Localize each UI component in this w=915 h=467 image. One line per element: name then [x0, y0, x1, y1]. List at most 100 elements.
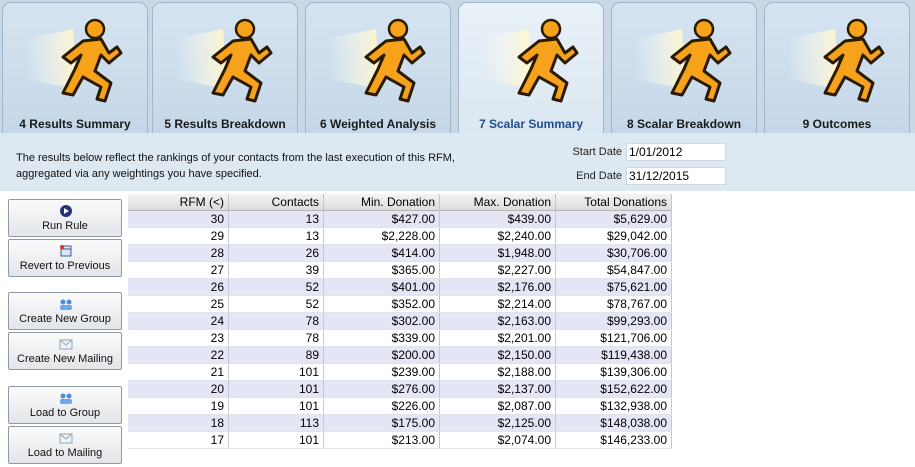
table-cell: $148,038.00 — [555, 414, 672, 432]
tab-weighted-analysis[interactable]: 6 Weighted Analysis — [305, 2, 451, 133]
running-man-icon — [481, 17, 581, 107]
table-cell: $132,938.00 — [555, 397, 672, 415]
tab-scalar-summary[interactable]: 7 Scalar Summary — [458, 2, 604, 133]
table-cell: 101 — [228, 380, 324, 398]
button-label: Create New Mailing — [17, 353, 113, 365]
table-cell: $339.00 — [323, 329, 440, 347]
table-row[interactable]: 28 26 $414.00 $1,948.00 $30,706.00 — [128, 244, 672, 262]
table-cell: $213.00 — [323, 431, 440, 449]
table-cell: $2,188.00 — [439, 363, 556, 381]
table-row[interactable]: 24 78 $302.00 $2,163.00 $99,293.00 — [128, 312, 672, 330]
table-cell: $2,201.00 — [439, 329, 556, 347]
table-cell: 89 — [228, 346, 324, 364]
table-row[interactable]: 26 52 $401.00 $2,176.00 $75,621.00 — [128, 278, 672, 296]
table-cell: 25 — [128, 295, 229, 313]
table-cell: $2,087.00 — [439, 397, 556, 415]
header-rfm[interactable]: RFM (<) — [128, 194, 229, 211]
revert-button[interactable]: Revert to Previous — [8, 239, 122, 277]
table-cell: 113 — [228, 414, 324, 432]
tab-label: 8 Scalar Breakdown — [626, 117, 742, 131]
button-label: Revert to Previous — [19, 260, 111, 272]
table-row[interactable]: 18 113 $175.00 $2,125.00 $148,038.00 — [128, 414, 672, 432]
tab-results-summary[interactable]: 4 Results Summary — [2, 2, 148, 133]
table-cell: $352.00 — [323, 295, 440, 313]
table-row[interactable]: 19 101 $226.00 $2,087.00 $132,938.00 — [128, 397, 672, 415]
tab-outcomes[interactable]: 9 Outcomes — [764, 2, 910, 133]
tab-label: 4 Results Summary — [19, 117, 131, 131]
table-cell: 23 — [128, 329, 229, 347]
table-row[interactable]: 23 78 $339.00 $2,201.00 $121,706.00 — [128, 329, 672, 347]
table-cell: $2,240.00 — [439, 227, 556, 245]
table-cell: 52 — [228, 295, 324, 313]
mailing-icon — [59, 433, 73, 444]
header-max-donation[interactable]: Max. Donation — [439, 194, 556, 211]
table-header-row: RFM (<) Contacts Min. Donation Max. Dona… — [128, 194, 672, 211]
description-text: The results below reflect the rankings o… — [16, 150, 556, 182]
table-cell: $200.00 — [323, 346, 440, 364]
table-cell: 52 — [228, 278, 324, 296]
header-total-donations[interactable]: Total Donations — [555, 194, 672, 211]
table-cell: $239.00 — [323, 363, 440, 381]
running-man-icon — [634, 17, 734, 107]
table-cell: $146,233.00 — [555, 431, 672, 449]
table-cell: 22 — [128, 346, 229, 364]
running-man-icon — [25, 17, 125, 107]
table-cell: 24 — [128, 312, 229, 330]
tab-label: 9 Outcomes — [802, 117, 872, 131]
button-label: Load to Mailing — [27, 447, 103, 459]
table-cell: $2,125.00 — [439, 414, 556, 432]
table-cell: 101 — [228, 363, 324, 381]
table-cell: 78 — [228, 312, 324, 330]
start-date-field[interactable]: 1/01/2012 — [626, 143, 726, 161]
load-to-mailing-button[interactable]: Load to Mailing — [8, 426, 122, 464]
revert-icon — [60, 245, 72, 257]
table-cell: $2,150.00 — [439, 346, 556, 364]
table-row[interactable]: 20 101 $276.00 $2,137.00 $152,622.00 — [128, 380, 672, 398]
table-cell: $2,137.00 — [439, 380, 556, 398]
tab-scalar-breakdown[interactable]: 8 Scalar Breakdown — [611, 2, 757, 133]
create-new-group-button[interactable]: Create New Group — [8, 292, 122, 330]
table-cell: $2,074.00 — [439, 431, 556, 449]
load-to-group-button[interactable]: Load to Group — [8, 386, 122, 424]
table-row[interactable]: 22 89 $200.00 $2,150.00 $119,438.00 — [128, 346, 672, 364]
table-cell: $99,293.00 — [555, 312, 672, 330]
table-cell: $119,438.00 — [555, 346, 672, 364]
table-row[interactable]: 27 39 $365.00 $2,227.00 $54,847.00 — [128, 261, 672, 279]
table-row[interactable]: 25 52 $352.00 $2,214.00 $78,767.00 — [128, 295, 672, 313]
table-row[interactable]: 29 13 $2,228.00 $2,240.00 $29,042.00 — [128, 227, 672, 245]
table-cell: $2,214.00 — [439, 295, 556, 313]
table-cell: 39 — [228, 261, 324, 279]
table-cell: 13 — [228, 210, 324, 228]
table-cell: $75,621.00 — [555, 278, 672, 296]
table-cell: $175.00 — [323, 414, 440, 432]
table-cell: 29 — [128, 227, 229, 245]
table-row[interactable]: 17 101 $213.00 $2,074.00 $146,233.00 — [128, 431, 672, 449]
tab-results-breakdown[interactable]: 5 Results Breakdown — [152, 2, 298, 133]
table-row[interactable]: 21 101 $239.00 $2,188.00 $139,306.00 — [128, 363, 672, 381]
table-cell: $152,622.00 — [555, 380, 672, 398]
table-cell: 21 — [128, 363, 229, 381]
create-new-mailing-button[interactable]: Create New Mailing — [8, 332, 122, 370]
table-cell: $30,706.00 — [555, 244, 672, 262]
header-contacts[interactable]: Contacts — [228, 194, 324, 211]
table-cell: $54,847.00 — [555, 261, 672, 279]
description-line: The results below reflect the rankings o… — [16, 152, 455, 164]
table-cell: 13 — [228, 227, 324, 245]
table-cell: $2,228.00 — [323, 227, 440, 245]
table-cell: 20 — [128, 380, 229, 398]
table-row[interactable]: 30 13 $427.00 $439.00 $5,629.00 — [128, 210, 672, 228]
tab-label: 7 Scalar Summary — [478, 117, 584, 131]
table-cell: $2,176.00 — [439, 278, 556, 296]
header-min-donation[interactable]: Min. Donation — [323, 194, 440, 211]
table-cell: $439.00 — [439, 210, 556, 228]
table-cell: $139,306.00 — [555, 363, 672, 381]
running-man-icon — [175, 17, 275, 107]
table-cell: 30 — [128, 210, 229, 228]
table-cell: 18 — [128, 414, 229, 432]
run-rule-button[interactable]: Run Rule — [8, 199, 122, 237]
table-cell: $121,706.00 — [555, 329, 672, 347]
table-cell: $1,948.00 — [439, 244, 556, 262]
table-cell: $276.00 — [323, 380, 440, 398]
tab-label: 6 Weighted Analysis — [319, 117, 437, 131]
end-date-field[interactable]: 31/12/2015 — [626, 167, 726, 185]
